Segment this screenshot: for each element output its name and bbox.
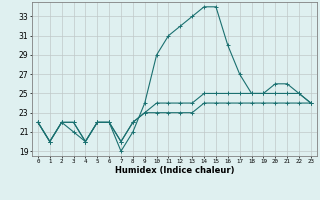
X-axis label: Humidex (Indice chaleur): Humidex (Indice chaleur) — [115, 166, 234, 175]
